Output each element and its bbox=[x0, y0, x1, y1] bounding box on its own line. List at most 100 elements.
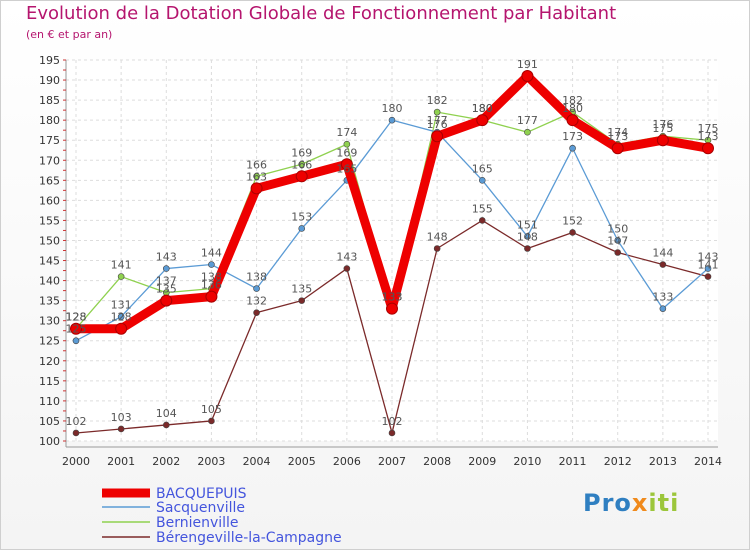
data-point bbox=[478, 217, 486, 224]
data-point bbox=[524, 233, 531, 240]
y-tick-label: 190 bbox=[39, 74, 60, 87]
data-label: 105 bbox=[201, 403, 222, 416]
x-tick-label: 2011 bbox=[559, 455, 587, 468]
data-label: 177 bbox=[427, 114, 448, 127]
x-tick-label: 2000 bbox=[62, 455, 90, 468]
y-tick-label: 135 bbox=[39, 295, 60, 308]
data-label: 133 bbox=[652, 291, 673, 304]
x-tick-label: 2010 bbox=[513, 455, 541, 468]
axes: 100 105 110 115 120 125 130 135 140 145 150 155 160 1… bbox=[39, 54, 722, 468]
data-label: 141 bbox=[111, 259, 132, 272]
y-tick-label: 160 bbox=[39, 194, 60, 207]
y-tick-label: 180 bbox=[39, 114, 60, 127]
data-label: 141 bbox=[698, 259, 719, 272]
data-point bbox=[659, 305, 667, 312]
data-label: 180 bbox=[472, 102, 493, 115]
data-label: 148 bbox=[517, 230, 538, 243]
legend-label: BACQUEPUIS bbox=[156, 486, 247, 502]
data-point bbox=[611, 142, 624, 155]
data-point bbox=[160, 294, 173, 307]
legend-label: Bérengeville-la-Campagne bbox=[156, 530, 342, 546]
data-label: 143 bbox=[336, 251, 357, 264]
data-label: 169 bbox=[336, 146, 357, 159]
data-point bbox=[521, 70, 534, 83]
data-label: 144 bbox=[652, 247, 673, 260]
grid bbox=[66, 59, 718, 442]
legend-label: Sacquenville bbox=[156, 500, 245, 516]
y-tick-label: 100 bbox=[39, 435, 60, 448]
data-label: 169 bbox=[291, 146, 312, 159]
data-point bbox=[208, 261, 215, 268]
data-point bbox=[386, 302, 398, 315]
data-label: 165 bbox=[472, 162, 493, 175]
data-label: 133 bbox=[382, 291, 403, 304]
data-point bbox=[433, 245, 441, 252]
y-tick-label: 115 bbox=[39, 375, 60, 388]
data-label: 173 bbox=[562, 130, 583, 143]
data-point bbox=[205, 290, 218, 303]
data-label: 128 bbox=[111, 311, 132, 324]
y-tick-label: 175 bbox=[39, 134, 60, 147]
data-point bbox=[298, 160, 306, 168]
x-tick-label: 2007 bbox=[378, 455, 406, 468]
data-point bbox=[253, 309, 260, 316]
data-label: 128 bbox=[66, 311, 87, 324]
data-label: 173 bbox=[698, 130, 719, 143]
y-tick-label: 165 bbox=[39, 174, 60, 187]
data-point bbox=[476, 114, 489, 127]
y-tick-label: 130 bbox=[39, 315, 60, 328]
data-label: 174 bbox=[607, 126, 628, 139]
data-label: 180 bbox=[472, 102, 493, 115]
data-label: 177 bbox=[517, 114, 538, 127]
x-tick-label: 2006 bbox=[333, 455, 361, 468]
x-tick-label: 2003 bbox=[197, 455, 225, 468]
data-label: 152 bbox=[562, 214, 583, 227]
data-label: 165 bbox=[336, 162, 357, 175]
data-point bbox=[524, 245, 531, 252]
data-label: 143 bbox=[156, 251, 177, 264]
data-point bbox=[659, 261, 667, 268]
data-point bbox=[253, 173, 260, 180]
data-label: 148 bbox=[427, 230, 448, 243]
data-label: 133 bbox=[382, 291, 403, 304]
data-point bbox=[388, 116, 396, 124]
data-point bbox=[298, 225, 306, 232]
x-tick-label: 2004 bbox=[243, 455, 271, 468]
y-tick-label: 195 bbox=[39, 54, 60, 67]
data-label: 147 bbox=[607, 235, 628, 248]
data-point bbox=[433, 108, 441, 116]
data-point bbox=[656, 134, 669, 147]
data-label: 104 bbox=[156, 407, 177, 420]
data-point bbox=[295, 170, 308, 183]
data-label: 176 bbox=[652, 118, 673, 131]
data-label: 173 bbox=[607, 130, 628, 143]
legend-label: Bernienville bbox=[156, 515, 239, 531]
x-tick-label: 2012 bbox=[604, 455, 632, 468]
data-point bbox=[117, 425, 125, 433]
series bbox=[70, 70, 714, 437]
data-point bbox=[388, 429, 396, 437]
data-label: 135 bbox=[291, 283, 312, 296]
data-point bbox=[569, 144, 576, 152]
data-label: 102 bbox=[66, 415, 87, 428]
data-point bbox=[566, 114, 579, 127]
y-tick-label: 155 bbox=[39, 214, 60, 227]
data-label: 143 bbox=[698, 251, 719, 264]
data-label: 163 bbox=[246, 170, 267, 183]
data-label: 131 bbox=[111, 299, 132, 312]
data-point bbox=[431, 130, 444, 143]
data-point bbox=[162, 265, 170, 272]
x-tick-label: 2008 bbox=[423, 455, 451, 468]
data-label: 180 bbox=[562, 102, 583, 115]
data-label: 138 bbox=[246, 271, 267, 284]
data-label: 155 bbox=[472, 202, 493, 215]
data-point bbox=[72, 337, 80, 345]
data-label: 150 bbox=[607, 222, 628, 235]
data-point bbox=[614, 237, 622, 244]
data-point bbox=[524, 128, 531, 136]
data-label: 175 bbox=[698, 122, 719, 135]
data-label: 191 bbox=[517, 58, 538, 71]
x-tick-label: 2001 bbox=[107, 455, 135, 468]
x-tick-label: 2013 bbox=[649, 455, 677, 468]
legend: BACQUEPUISSacquenvilleBernienvilleBéreng… bbox=[102, 486, 342, 546]
